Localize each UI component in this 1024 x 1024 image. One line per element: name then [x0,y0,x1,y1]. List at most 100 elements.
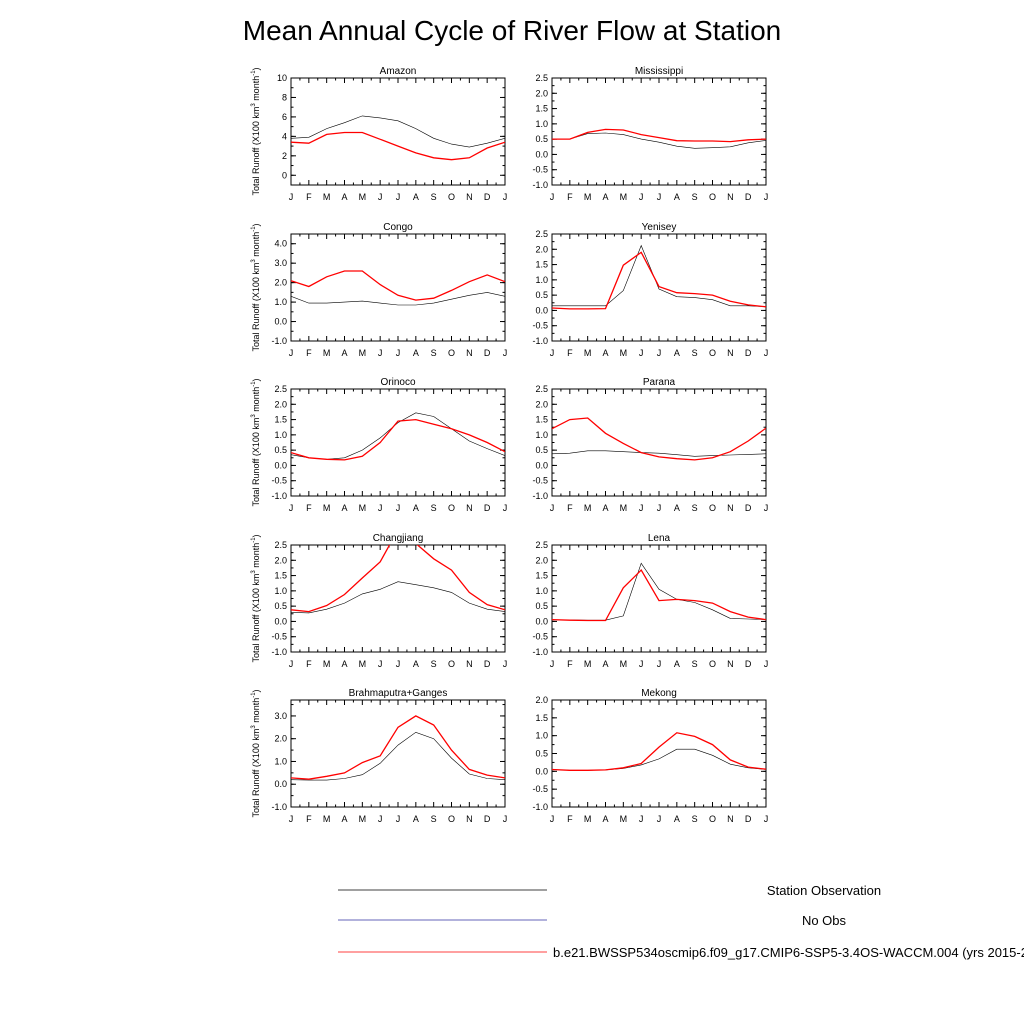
x-tick-label: D [745,814,752,824]
panel-title: Amazon [380,66,417,77]
x-tick-label: A [413,192,419,202]
x-tick-label: M [359,192,367,202]
y-tick-label: 2.5 [535,540,548,550]
x-tick-label: M [620,192,628,202]
series-group [291,115,505,161]
y-axis-label-part: ) [251,534,261,537]
y-tick-label: 2.5 [274,384,287,394]
y-tick-label: 0.5 [535,601,548,611]
x-tick-label: N [466,348,473,358]
y-tick-label: 0.0 [535,616,548,626]
y-tick-label: -0.5 [532,321,548,331]
plot-frame [551,233,767,342]
x-tick-label: A [674,814,680,824]
x-tick-label: J [764,659,769,669]
y-axis-label: Total Runoff (X100 km3 month-1) [251,534,261,662]
observation-series-line [552,244,766,308]
x-tick-label: D [745,348,752,358]
model-series-line [291,545,505,613]
x-tick-label: J [639,659,644,669]
series-group [291,715,505,781]
y-tick-label: -1.0 [532,647,548,657]
x-tick-label: A [674,192,680,202]
panel-title: Brahmaputra+Ganges [349,688,448,699]
y-tick-label: 0.0 [274,616,287,626]
x-tick-label: S [692,659,698,669]
y-tick-label: 1.5 [535,571,548,581]
y-axis-label-part: 3 [251,570,257,574]
y-tick-label: 1.0 [274,756,287,766]
plot-frame [551,699,767,808]
x-tick-label: J [289,814,294,824]
x-tick-label: M [359,348,367,358]
y-axis-label-part: month [251,543,261,571]
y-axis-label-part: month [251,76,261,104]
x-tick-label: M [359,659,367,669]
observation-series-line [552,562,766,621]
y-tick-label: -0.5 [532,784,548,794]
x-tick-label: N [466,814,473,824]
series-group [552,128,766,149]
x-tick-label: O [709,348,716,358]
x-tick-label: M [359,814,367,824]
series-group [552,562,766,622]
y-tick-label: 0.0 [274,317,287,327]
x-tick-label: J [764,503,769,513]
x-tick-label: M [323,814,331,824]
x-tick-label: N [727,814,734,824]
series-group [291,545,505,614]
y-tick-label: 2.0 [274,399,287,409]
x-tick-label: J [764,348,769,358]
legend-label-3: b.e21.BWSSP534oscmip6.f09_g17.CMIP6-SSP5… [553,945,1024,960]
x-tick-label: A [674,348,680,358]
x-tick-label: A [602,814,608,824]
y-tick-label: 0.0 [535,149,548,159]
y-tick-label: 3.0 [274,258,287,268]
panel-title: Mekong [641,688,677,699]
y-axis-label-part: ) [251,223,261,226]
panel-title: Yenisey [642,222,677,233]
y-tick-label: 0.5 [274,445,287,455]
x-tick-label: F [567,503,573,513]
x-tick-label: A [674,503,680,513]
y-axis-label-part: month [251,232,261,260]
y-axis-label-part: -1 [251,692,257,698]
y-tick-label: 0.5 [535,445,548,455]
y-tick-label: 2.5 [274,540,287,550]
model-series-line [552,128,766,143]
y-tick-label: 0.0 [535,460,548,470]
plot-frame [551,77,767,186]
y-tick-label: -1.0 [532,180,548,190]
x-tick-label: D [745,659,752,669]
y-tick-label: 1.5 [535,260,548,270]
x-tick-label: J [378,814,383,824]
y-tick-label: -1.0 [532,491,548,501]
x-tick-label: J [503,659,508,669]
x-tick-label: A [341,659,347,669]
x-tick-label: A [602,659,608,669]
observation-series-line [552,132,766,149]
x-tick-label: J [550,814,555,824]
y-tick-label: -0.5 [532,632,548,642]
y-tick-label: 4 [282,131,287,141]
x-tick-label: J [289,659,294,669]
x-tick-label: J [639,192,644,202]
y-tick-label: 0.5 [535,290,548,300]
y-axis-label: Total Runoff (X100 km3 month-1) [251,223,261,351]
x-tick-label: J [378,192,383,202]
plot-frame [290,233,506,342]
y-tick-label: -1.0 [271,802,287,812]
x-tick-label: D [484,659,491,669]
x-tick-label: O [709,814,716,824]
x-tick-label: J [764,814,769,824]
x-tick-label: N [727,348,734,358]
x-tick-label: D [484,503,491,513]
x-tick-label: O [448,192,455,202]
x-tick-label: J [289,503,294,513]
y-tick-label: -1.0 [271,647,287,657]
x-tick-label: J [503,814,508,824]
y-tick-label: 1.0 [274,297,287,307]
